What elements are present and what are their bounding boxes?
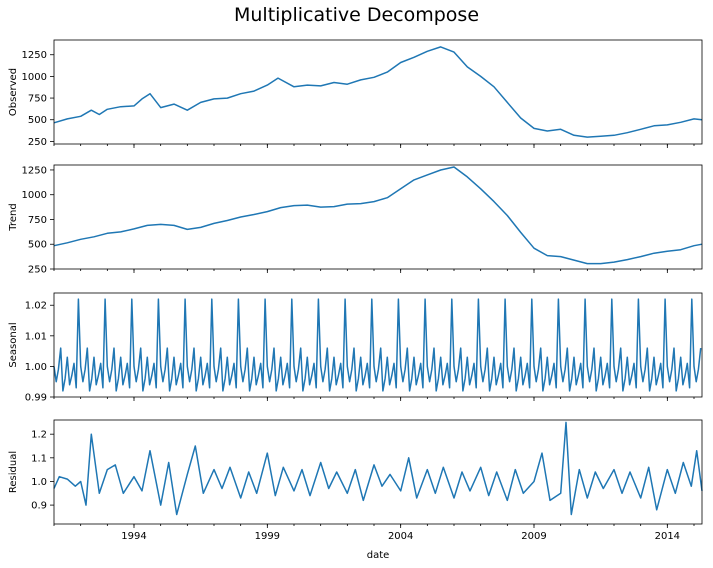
y-tick-label: 750 <box>28 94 47 105</box>
y-tick-label: 750 <box>28 215 47 226</box>
x-axis-label: date <box>367 550 390 561</box>
panel-seasonal: 0.99 1.00 1.01 1.02 Seasonal <box>8 292 703 404</box>
y-axis-label-residual: Residual <box>8 451 19 493</box>
y-tick-label: 1.1 <box>31 453 47 464</box>
y-tick-label: 0.9 <box>31 501 47 512</box>
y-axis-label-trend: Trend <box>8 203 19 231</box>
y-tick-label: 0.99 <box>25 393 47 404</box>
series-line-trend <box>53 166 703 265</box>
y-axis-label-observed: Observed <box>8 68 19 116</box>
series-line-seasonal <box>53 298 702 392</box>
y-tick-label: 1250 <box>22 165 47 176</box>
y-tick-label: 1250 <box>22 50 47 61</box>
y-tick-label: 1.01 <box>25 331 47 342</box>
y-tick-label: 1000 <box>22 190 47 201</box>
y-tick-label: 1.2 <box>31 430 47 441</box>
series-line-observed <box>53 46 703 138</box>
y-tick-label: 500 <box>28 240 47 251</box>
x-tick-label: 2014 <box>655 531 680 542</box>
panels: 25050075010001250Observed250500750100012… <box>8 39 703 542</box>
x-tick-label: 1999 <box>255 531 280 542</box>
plot-frame <box>53 39 703 145</box>
y-tick-label: 1.02 <box>25 301 47 312</box>
y-tick-label: 250 <box>28 265 47 276</box>
plot-frame <box>53 419 703 525</box>
y-tick-label: 1.0 <box>31 477 47 488</box>
y-tick-label: 1000 <box>22 72 47 83</box>
x-tick-label: 2004 <box>388 531 413 542</box>
series-line-residual <box>53 421 703 516</box>
panel-residual: 0.9 1.0 1.1 1.2 Residual 1994 1999 2004 2009 2014 <box>8 419 703 542</box>
y-tick-label: 1.00 <box>25 362 47 373</box>
panel-trend: 250 500 750 1000 1250 Trend <box>8 164 703 276</box>
x-tick-label: 2009 <box>521 531 546 542</box>
y-axis-label-seasonal: Seasonal <box>8 322 19 367</box>
y-tick-label: 250 <box>28 137 47 148</box>
chart-title: Multiplicative Decompose <box>234 4 479 26</box>
plot-frame <box>53 164 703 270</box>
y-tick-label: 500 <box>28 115 47 126</box>
x-tick-label: 1994 <box>121 531 146 542</box>
plot-frame <box>53 292 703 398</box>
